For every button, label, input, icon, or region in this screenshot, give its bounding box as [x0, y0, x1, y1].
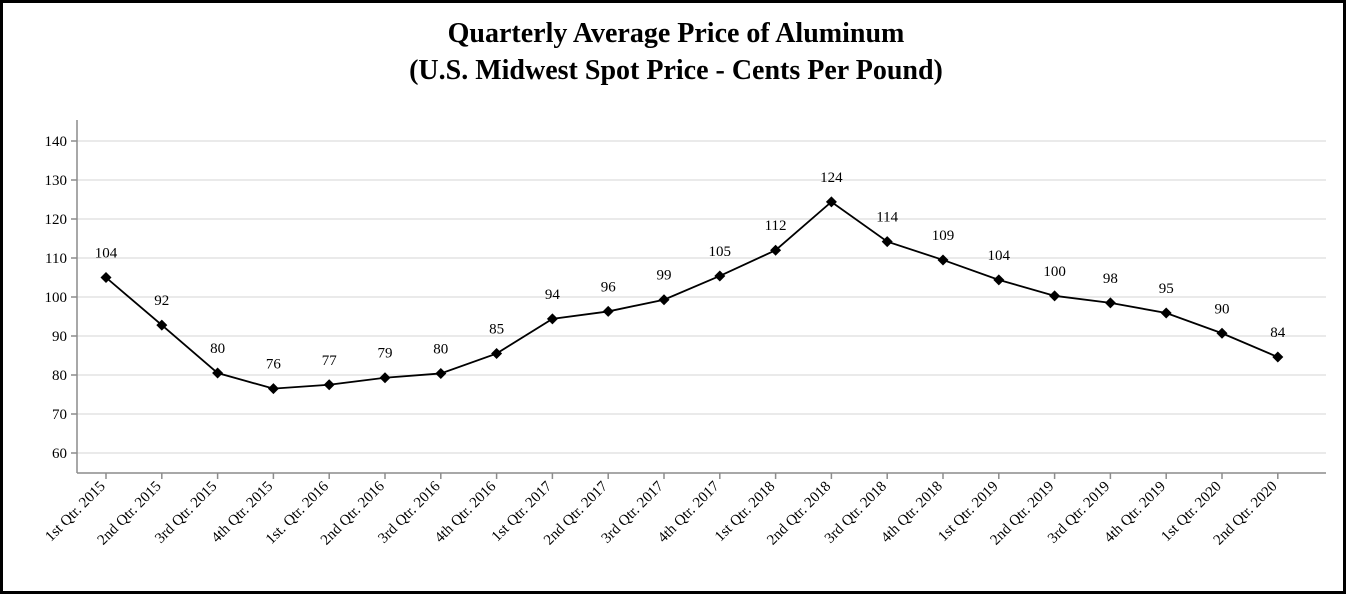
data-label: 124 [820, 170, 843, 186]
y-tick-label: 90 [52, 329, 67, 345]
data-label: 104 [988, 248, 1011, 264]
data-point [100, 272, 112, 283]
chart-subtitle: (U.S. Midwest Spot Price - Cents Per Pou… [409, 55, 943, 86]
data-point [1216, 327, 1228, 339]
y-tick-label: 100 [45, 290, 68, 306]
data-label: 92 [154, 293, 169, 309]
data-point [1104, 297, 1116, 309]
y-tick-label: 60 [52, 446, 67, 462]
data-label: 80 [433, 341, 448, 357]
data-point [602, 305, 614, 317]
data-label: 85 [489, 322, 504, 338]
data-label: 114 [876, 210, 898, 226]
data-point [491, 348, 503, 360]
data-point [1160, 307, 1172, 319]
data-label: 80 [210, 341, 225, 357]
data-point [937, 254, 949, 266]
data-label: 76 [266, 357, 282, 373]
data-label: 105 [709, 244, 732, 260]
y-tick-label: 120 [45, 212, 68, 228]
data-label: 109 [932, 228, 955, 244]
data-point [267, 383, 279, 395]
data-label: 98 [1103, 271, 1118, 287]
data-point [1049, 290, 1061, 302]
y-tick-label: 130 [45, 173, 68, 189]
data-label: 84 [1270, 325, 1286, 341]
data-point [323, 379, 335, 391]
data-point [546, 313, 558, 325]
data-point [770, 244, 782, 256]
data-point [435, 367, 447, 379]
data-label: 100 [1043, 264, 1066, 280]
y-tick-label: 80 [52, 368, 67, 384]
data-label: 94 [545, 287, 561, 303]
data-label: 104 [95, 246, 118, 262]
data-point [714, 270, 726, 282]
data-point [1272, 351, 1284, 363]
data-point [993, 274, 1005, 286]
chart-title: Quarterly Average Price of Aluminum [447, 18, 905, 49]
data-label: 95 [1159, 281, 1174, 297]
data-label: 90 [1215, 301, 1230, 317]
data-point [156, 319, 168, 331]
y-tick-label: 140 [45, 134, 68, 150]
data-label: 77 [322, 353, 338, 369]
data-label: 96 [601, 279, 617, 295]
data-point [825, 196, 837, 208]
data-label: 79 [378, 346, 393, 362]
series-line [105, 200, 1279, 390]
data-label: 112 [765, 218, 787, 234]
data-point [881, 236, 893, 248]
data-label: 99 [657, 268, 672, 284]
data-point [212, 367, 224, 379]
data-point [379, 372, 391, 384]
data-point [658, 294, 670, 306]
y-tick-label: 110 [45, 251, 67, 267]
y-tick-label: 70 [52, 407, 67, 423]
